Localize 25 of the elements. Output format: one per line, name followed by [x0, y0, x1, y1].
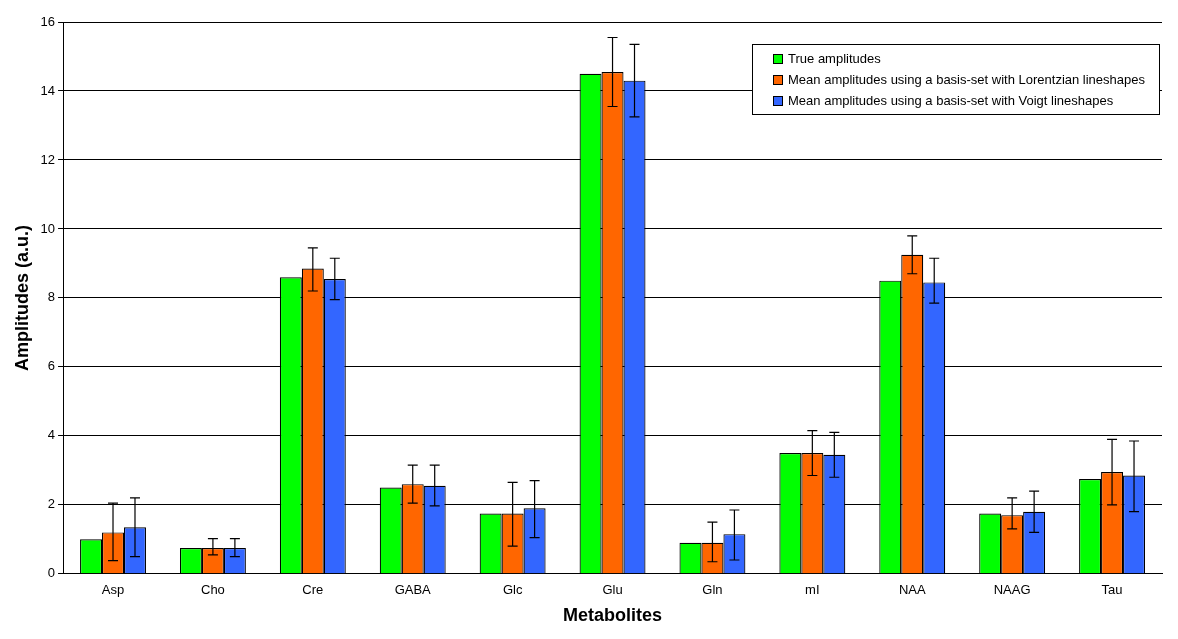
y-tick-label: 0 — [47, 565, 56, 581]
x-tick-label: Gln — [702, 582, 723, 598]
y-tick-label: 2 — [47, 496, 56, 512]
x-tick-label: Glu — [602, 582, 623, 598]
x-tick-label: Cho — [200, 582, 225, 598]
x-tick-label: mI — [805, 582, 820, 598]
y-tick-label: 10 — [40, 220, 56, 236]
legend-label: Mean amplitudes using a basis-set with Voigt lineshapes — [788, 92, 1114, 110]
y-tick-label: 12 — [40, 151, 56, 167]
y-tick-label: 14 — [40, 82, 56, 98]
x-tick-label: Glc — [502, 582, 523, 598]
legend-label: Mean amplitudes using a basis-set with Lorentzian lineshapes — [788, 71, 1145, 89]
y-tick-label: 16 — [40, 13, 56, 29]
y-tick-label: 6 — [47, 358, 56, 374]
y-tick-label: 4 — [47, 427, 56, 443]
x-tick-label: Asp — [101, 582, 125, 598]
y-tick-label: 8 — [47, 289, 56, 305]
x-tick-label: GABA — [394, 582, 432, 598]
x-tick-label: NAA — [898, 582, 926, 598]
y-axis-title: Amplitudes (a.u.) — [11, 224, 32, 371]
x-tick-label: Cre — [302, 582, 324, 598]
x-axis-title: Metabolites — [563, 605, 663, 626]
legend-label: True amplitudes — [788, 50, 881, 68]
x-tick-label: Tau — [1101, 582, 1123, 598]
x-tick-label: NAAG — [993, 582, 1031, 598]
